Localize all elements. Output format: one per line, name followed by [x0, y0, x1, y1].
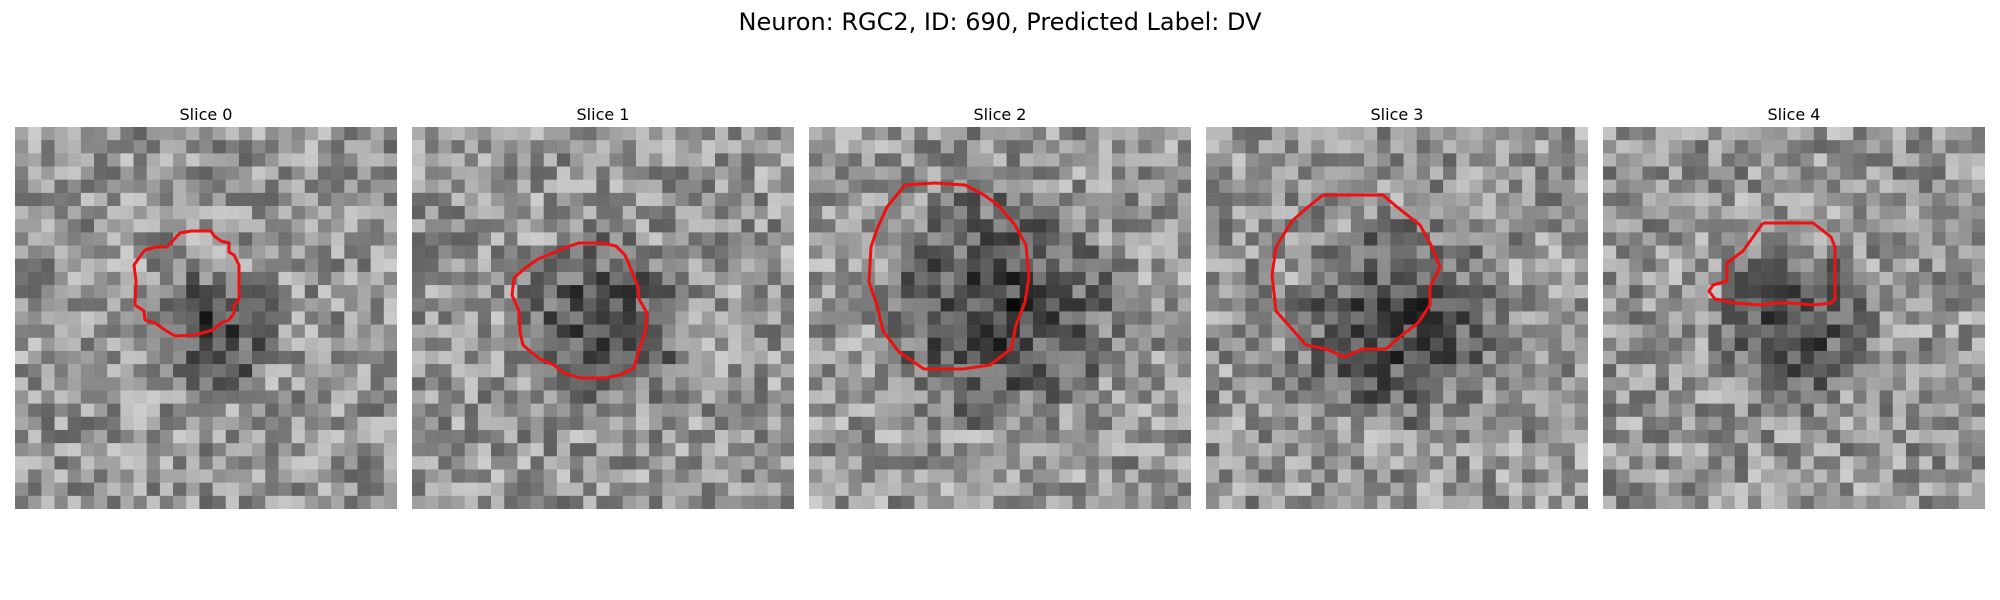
slice-image	[412, 127, 794, 509]
slice-image	[15, 127, 397, 509]
roi-outline	[510, 241, 649, 380]
slice-panel: Slice 3	[1206, 105, 1588, 509]
slice-panel: Slice 4	[1603, 105, 1985, 509]
slice-panel: Slice 2	[809, 105, 1191, 509]
slice-image	[809, 127, 1191, 509]
roi-outline	[132, 229, 241, 338]
slice-title: Slice 3	[1370, 105, 1424, 124]
slice-image	[1603, 127, 1985, 509]
figure-title: Neuron: RGC2, ID: 690, Predicted Label: …	[738, 8, 1262, 36]
slice-panel: Slice 0	[15, 105, 397, 509]
roi-outline	[867, 181, 1031, 371]
slice-title: Slice 1	[576, 105, 630, 124]
slice-image	[1206, 127, 1588, 509]
roi-outline	[1270, 193, 1442, 359]
slice-title: Slice 2	[973, 105, 1027, 124]
roi-outline	[1707, 221, 1837, 307]
slice-title: Slice 4	[1767, 105, 1821, 124]
slice-title: Slice 0	[179, 105, 233, 124]
slice-panel: Slice 1	[412, 105, 794, 509]
